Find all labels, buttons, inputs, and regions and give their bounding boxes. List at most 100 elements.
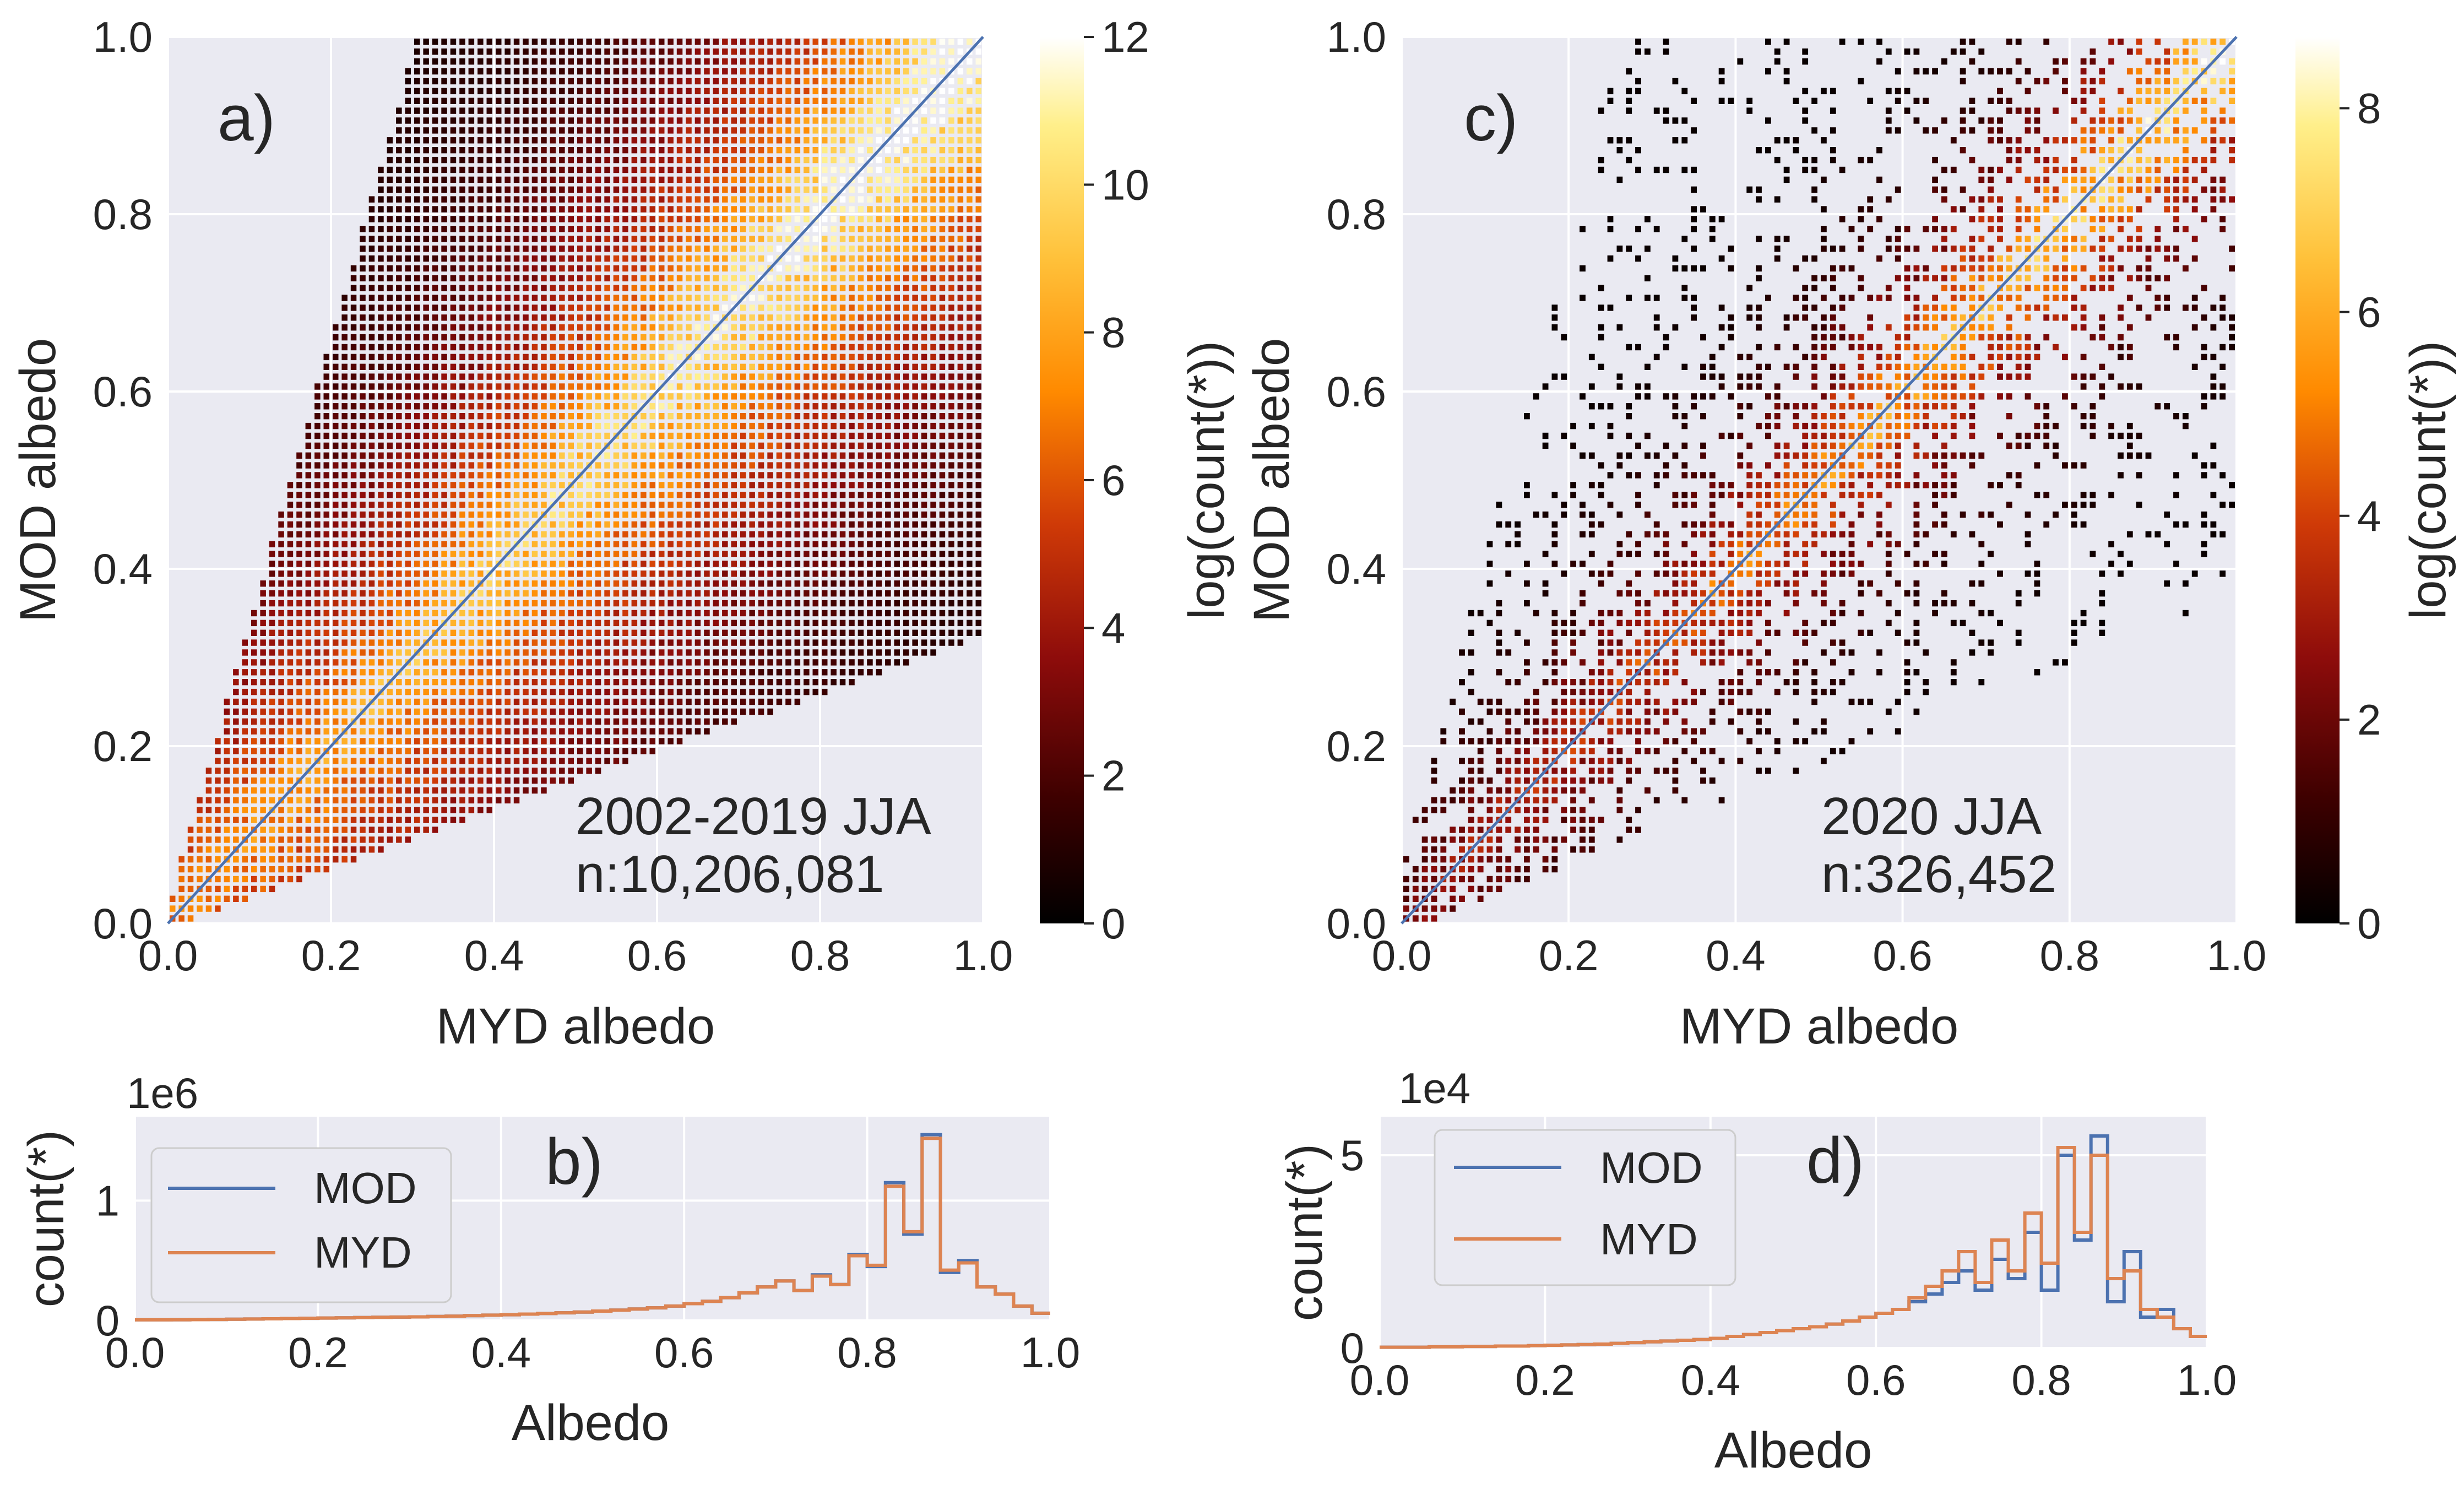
heatmap-cell <box>459 324 465 331</box>
heatmap-cell <box>468 787 475 794</box>
heatmap-cell <box>622 570 628 577</box>
heatmap-cell <box>568 738 574 744</box>
heatmap-cell <box>504 413 511 420</box>
heatmap-cell <box>477 492 484 498</box>
heatmap-cell <box>541 422 547 430</box>
heatmap-cell <box>613 383 620 390</box>
heatmap-cell <box>531 738 538 744</box>
heatmap-cell <box>387 186 393 193</box>
heatmap-cell <box>622 590 628 597</box>
heatmap-cell <box>224 817 230 823</box>
heatmap-cell <box>432 521 438 528</box>
heatmap-cell <box>559 679 565 686</box>
heatmap-cell <box>641 629 647 636</box>
heatmap-cell <box>360 728 366 735</box>
heatmap-cell <box>378 324 384 331</box>
heatmap-cell <box>468 472 475 479</box>
heatmap-cell <box>641 610 647 617</box>
heatmap-cell <box>713 314 719 321</box>
heatmap-cell <box>423 422 429 430</box>
heatmap-cell <box>577 728 583 735</box>
heatmap-cell <box>559 728 565 735</box>
heatmap-cell <box>496 590 502 597</box>
heatmap-cell <box>278 590 284 597</box>
heatmap-cell <box>414 502 420 508</box>
heatmap-cell <box>676 196 683 203</box>
heatmap-cell <box>659 117 665 124</box>
heatmap-cell <box>531 314 538 321</box>
heatmap-cell <box>667 285 674 291</box>
heatmap-cell <box>296 619 302 627</box>
heatmap-cell <box>758 363 764 370</box>
heatmap-cell <box>350 619 357 627</box>
heatmap-cell <box>740 245 746 252</box>
heatmap-cell <box>641 541 647 547</box>
heatmap-cell <box>387 639 393 646</box>
heatmap-cell <box>414 48 420 55</box>
heatmap-cell <box>876 265 882 272</box>
heatmap-cell <box>822 324 828 331</box>
heatmap-cell <box>849 462 855 469</box>
heatmap-cell <box>559 275 565 281</box>
heatmap-cell <box>314 462 321 469</box>
heatmap-cell <box>531 166 538 173</box>
heatmap-cell <box>839 541 846 547</box>
heatmap-cell <box>812 511 818 518</box>
heatmap-cell <box>441 413 447 420</box>
heatmap-cell <box>405 492 411 498</box>
heatmap-cell <box>694 48 701 55</box>
heatmap-cell <box>713 39 719 45</box>
heatmap-cell <box>649 39 655 45</box>
heatmap-cell <box>513 748 520 754</box>
heatmap-cell <box>314 413 321 420</box>
heatmap-cell <box>468 511 475 518</box>
heatmap-cell <box>224 758 230 764</box>
heatmap-cell <box>496 245 502 252</box>
heatmap-cell <box>722 551 728 557</box>
heatmap-cell <box>849 156 855 164</box>
heatmap-cell <box>187 905 194 912</box>
heatmap-cell <box>441 127 447 134</box>
heatmap-cell <box>577 236 583 242</box>
heatmap-cell <box>378 817 384 823</box>
heatmap-cell <box>287 679 294 686</box>
heatmap-cell <box>785 255 791 262</box>
heatmap-cell <box>713 97 719 104</box>
heatmap-cell <box>595 472 601 479</box>
heatmap-cell <box>541 78 547 85</box>
heatmap-cell <box>885 78 891 85</box>
heatmap-cell <box>785 502 791 508</box>
heatmap-cell <box>704 669 710 676</box>
heatmap-cell <box>233 669 239 676</box>
heatmap-cell <box>568 176 574 183</box>
heatmap-cell <box>350 827 357 833</box>
heatmap-cell <box>260 659 266 666</box>
heatmap-cell <box>368 590 375 597</box>
heatmap-cell <box>513 275 520 281</box>
heatmap-cell <box>459 629 465 636</box>
heatmap-cell <box>876 117 882 124</box>
heatmap-cell <box>758 39 764 45</box>
heatmap-cell <box>368 768 375 774</box>
heatmap-cell <box>622 245 628 252</box>
heatmap-cell <box>631 511 638 518</box>
heatmap-cell <box>622 580 628 587</box>
heatmap-cell <box>296 570 302 577</box>
heatmap-cell <box>812 127 818 134</box>
heatmap-cell <box>341 807 348 813</box>
heatmap-cell <box>704 531 710 538</box>
heatmap-cell <box>740 649 746 656</box>
heatmap-cell <box>758 531 764 538</box>
heatmap-cell <box>531 787 538 794</box>
heatmap-cell <box>622 58 628 65</box>
heatmap-cell <box>368 432 375 439</box>
heatmap-cell <box>631 728 638 735</box>
heatmap-cell <box>323 551 329 557</box>
heatmap-cell <box>368 846 375 853</box>
heatmap-cell <box>341 718 348 725</box>
heatmap-cell <box>468 403 475 410</box>
heatmap-cell <box>586 196 592 203</box>
heatmap-cell <box>831 403 837 410</box>
heatmap-cell <box>414 334 420 341</box>
heatmap-cell <box>667 216 674 222</box>
